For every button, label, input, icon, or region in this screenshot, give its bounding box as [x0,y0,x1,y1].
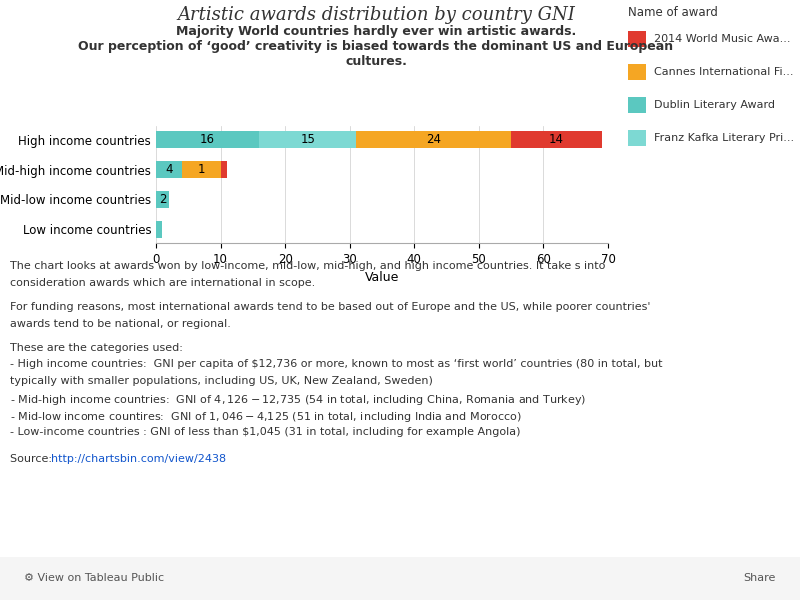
Bar [156,131,259,148]
Bar [511,131,602,148]
Bar [356,131,511,148]
X-axis label: Value: Value [365,271,399,284]
Text: 15: 15 [300,133,315,146]
Text: The chart looks at awards won by low-income, mid-low, mid-high, and high income : The chart looks at awards won by low-inc… [10,261,605,271]
Bar [182,161,221,178]
Text: 4: 4 [165,163,173,176]
Text: - High income countries:  GNI per capita of $12,736 or more, known to most as ‘f: - High income countries: GNI per capita … [10,359,662,370]
Text: Share: Share [744,574,776,583]
Text: Artistic awards distribution by country GNI: Artistic awards distribution by country … [177,6,575,24]
Text: 1: 1 [198,163,205,176]
Text: 14: 14 [549,133,564,146]
Text: awards tend to be national, or regional.: awards tend to be national, or regional. [10,319,230,329]
Text: 2014 World Music Awa...: 2014 World Music Awa... [654,34,790,44]
Bar [259,131,356,148]
Text: 16: 16 [200,133,215,146]
Bar [156,221,162,238]
Text: 24: 24 [426,133,441,146]
Text: Dublin Literary Award: Dublin Literary Award [654,100,774,110]
Text: Source:: Source: [10,454,55,464]
Text: typically with smaller populations, including US, UK, New Zealand, Sweden): typically with smaller populations, incl… [10,376,433,386]
Bar [156,191,169,208]
Text: - Mid-high income countries:  GNI of $4,126-$12,735 (54 in total, including Chin: - Mid-high income countries: GNI of $4,1… [10,393,586,407]
Text: Majority World countries hardly ever win artistic awards.: Majority World countries hardly ever win… [176,25,576,38]
Text: Cannes International Fi...: Cannes International Fi... [654,67,793,77]
Text: These are the categories used:: These are the categories used: [10,343,182,353]
Text: consideration awards which are international in scope.: consideration awards which are internati… [10,278,315,288]
Text: Our perception of ‘good’ creativity is biased towards the dominant US and Europe: Our perception of ‘good’ creativity is b… [78,40,674,68]
Text: http://chartsbin.com/view/2438: http://chartsbin.com/view/2438 [51,454,226,464]
Text: - Low-income countries : GNI of less than $1,045 (31 in total, including for exa: - Low-income countries : GNI of less tha… [10,427,520,437]
Text: Name of award: Name of award [628,6,718,19]
Text: - Mid-low income countires:  GNI of $1,046-$4,125 (51 in total, including India : - Mid-low income countires: GNI of $1,04… [10,410,522,424]
Bar [156,161,182,178]
Text: For funding reasons, most international awards tend to be based out of Europe an: For funding reasons, most international … [10,302,650,312]
Text: ⚙ View on Tableau Public: ⚙ View on Tableau Public [24,574,164,583]
Bar [221,161,227,178]
Text: Franz Kafka Literary Pri...: Franz Kafka Literary Pri... [654,133,794,143]
Text: 2: 2 [158,193,166,206]
